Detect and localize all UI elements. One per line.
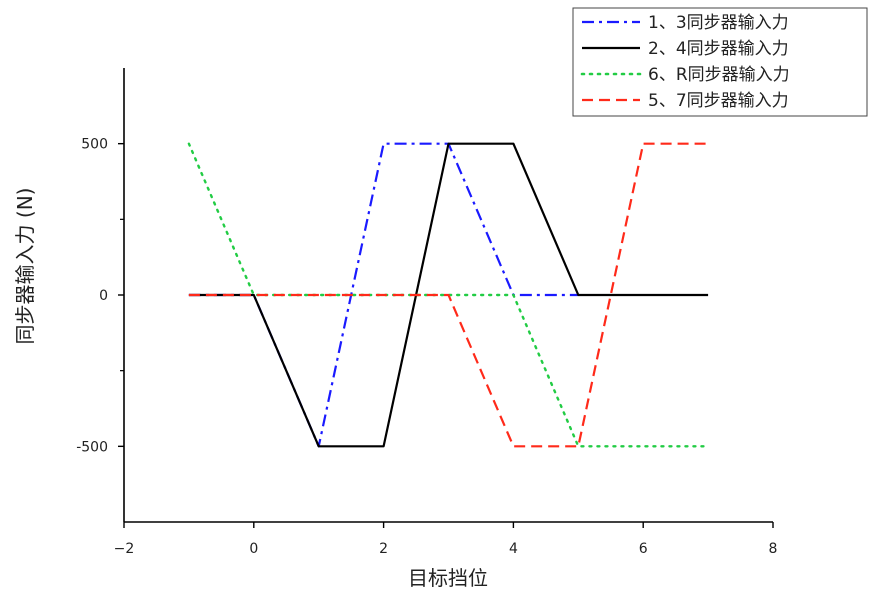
legend-box <box>572 7 868 117</box>
x-tick-label: 6 <box>639 541 648 557</box>
plot-lines <box>187 142 710 448</box>
y-tick-label: -500 <box>76 439 108 455</box>
legend-label-1: 1、3同步器输入力 <box>648 13 789 33</box>
y-ticks: 500 0 -500 <box>76 137 124 455</box>
legend-label-2: 2、4同步器输入力 <box>648 39 789 59</box>
y-tick-label: 500 <box>81 137 108 153</box>
x-tick-label: 0 <box>249 541 258 557</box>
x-tick-label: −2 <box>114 541 135 557</box>
legend-label-4: 5、7同步器输入力 <box>648 91 789 111</box>
y-axis-title: 同步器输入力 (N) <box>13 188 37 345</box>
series-line-4 <box>188 142 709 448</box>
x-axis-title: 目标挡位 <box>408 566 488 590</box>
legend-label-3: 6、R同步器输入力 <box>648 65 790 85</box>
x-tick-label: 2 <box>379 541 388 557</box>
series-line-2 <box>188 142 709 448</box>
y-tick-label: 0 <box>99 288 108 304</box>
x-ticks: −2 0 2 4 6 8 <box>114 522 778 557</box>
x-tick-label: 8 <box>769 541 778 557</box>
legend: 1、3同步器输入力 2、4同步器输入力 6、R同步器输入力 5、7同步器输入力 <box>572 7 868 117</box>
x-tick-label: 4 <box>509 541 518 557</box>
